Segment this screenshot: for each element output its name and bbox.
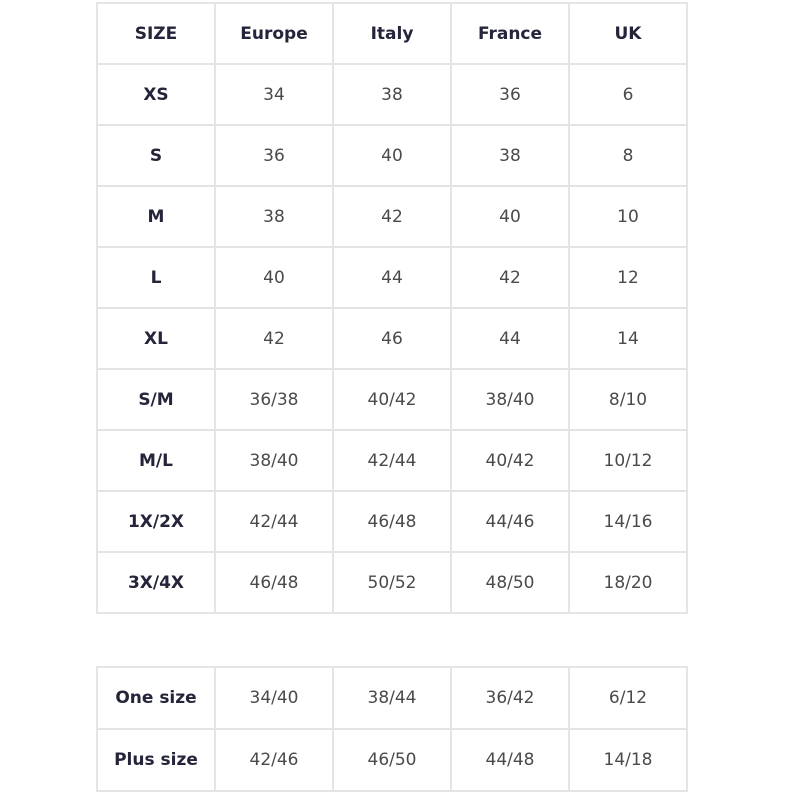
- size-value-cell: 10: [568, 185, 688, 248]
- size-value-cell: 14: [568, 307, 688, 370]
- table-row: XL 42 46 44 14: [96, 307, 688, 370]
- size-label-cell: One size: [96, 666, 216, 730]
- size-value-cell: 6: [568, 63, 688, 126]
- table-row: One size 34/40 38/44 36/42 6/12: [96, 666, 688, 730]
- table-row: 1X/2X 42/44 46/48 44/46 14/16: [96, 490, 688, 553]
- column-header: France: [450, 2, 570, 65]
- size-value-cell: 38/40: [214, 429, 334, 492]
- size-value-cell: 36/42: [450, 666, 570, 730]
- size-label-cell: M/L: [96, 429, 216, 492]
- special-size-table: One size 34/40 38/44 36/42 6/12 Plus size 42/4…: [96, 666, 688, 792]
- column-header: Europe: [214, 2, 334, 65]
- size-value-cell: 40: [214, 246, 334, 309]
- size-value-cell: 40/42: [332, 368, 452, 431]
- size-label-cell: 1X/2X: [96, 490, 216, 553]
- size-value-cell: 40/42: [450, 429, 570, 492]
- size-value-cell: 8/10: [568, 368, 688, 431]
- size-value-cell: 38/40: [450, 368, 570, 431]
- size-value-cell: 10/12: [568, 429, 688, 492]
- size-value-cell: 36: [214, 124, 334, 187]
- table-row: M/L 38/40 42/44 40/42 10/12: [96, 429, 688, 492]
- size-value-cell: 42/44: [214, 490, 334, 553]
- size-value-cell: 42: [332, 185, 452, 248]
- size-value-cell: 14/18: [568, 728, 688, 792]
- size-value-cell: 42/44: [332, 429, 452, 492]
- size-value-cell: 38: [214, 185, 334, 248]
- size-value-cell: 42: [450, 246, 570, 309]
- column-header: Italy: [332, 2, 452, 65]
- size-value-cell: 34/40: [214, 666, 334, 730]
- size-label-cell: M: [96, 185, 216, 248]
- size-value-cell: 8: [568, 124, 688, 187]
- column-header: UK: [568, 2, 688, 65]
- size-value-cell: 36/38: [214, 368, 334, 431]
- size-value-cell: 14/16: [568, 490, 688, 553]
- size-value-cell: 50/52: [332, 551, 452, 614]
- size-value-cell: 44: [332, 246, 452, 309]
- table-row: 3X/4X 46/48 50/52 48/50 18/20: [96, 551, 688, 614]
- table-row: L 40 44 42 12: [96, 246, 688, 309]
- size-value-cell: 38: [332, 63, 452, 126]
- size-value-cell: 12: [568, 246, 688, 309]
- table-row: S/M 36/38 40/42 38/40 8/10: [96, 368, 688, 431]
- size-value-cell: 46: [332, 307, 452, 370]
- size-value-cell: 46/48: [214, 551, 334, 614]
- size-value-cell: 44/46: [450, 490, 570, 553]
- size-label-cell: 3X/4X: [96, 551, 216, 614]
- size-value-cell: 40: [450, 185, 570, 248]
- size-value-cell: 18/20: [568, 551, 688, 614]
- size-value-cell: 42/46: [214, 728, 334, 792]
- table-row: S 36 40 38 8: [96, 124, 688, 187]
- header-row: SIZE Europe Italy France UK: [96, 2, 688, 65]
- table-row: XS 34 38 36 6: [96, 63, 688, 126]
- column-header: SIZE: [96, 2, 216, 65]
- size-label-cell: S/M: [96, 368, 216, 431]
- size-value-cell: 46/50: [332, 728, 452, 792]
- size-chart-table: SIZE Europe Italy France UK XS 34 38 36 6 S 36 40 38 8…: [96, 2, 688, 614]
- size-value-cell: 34: [214, 63, 334, 126]
- size-label-cell: L: [96, 246, 216, 309]
- size-label-cell: S: [96, 124, 216, 187]
- size-value-cell: 36: [450, 63, 570, 126]
- size-value-cell: 38/44: [332, 666, 452, 730]
- size-value-cell: 40: [332, 124, 452, 187]
- size-value-cell: 6/12: [568, 666, 688, 730]
- table-row: M 38 42 40 10: [96, 185, 688, 248]
- size-label-cell: XL: [96, 307, 216, 370]
- size-value-cell: 38: [450, 124, 570, 187]
- table-row: Plus size 42/46 46/50 44/48 14/18: [96, 728, 688, 792]
- size-value-cell: 44: [450, 307, 570, 370]
- size-value-cell: 48/50: [450, 551, 570, 614]
- size-value-cell: 42: [214, 307, 334, 370]
- size-value-cell: 46/48: [332, 490, 452, 553]
- size-label-cell: Plus size: [96, 728, 216, 792]
- size-value-cell: 44/48: [450, 728, 570, 792]
- size-label-cell: XS: [96, 63, 216, 126]
